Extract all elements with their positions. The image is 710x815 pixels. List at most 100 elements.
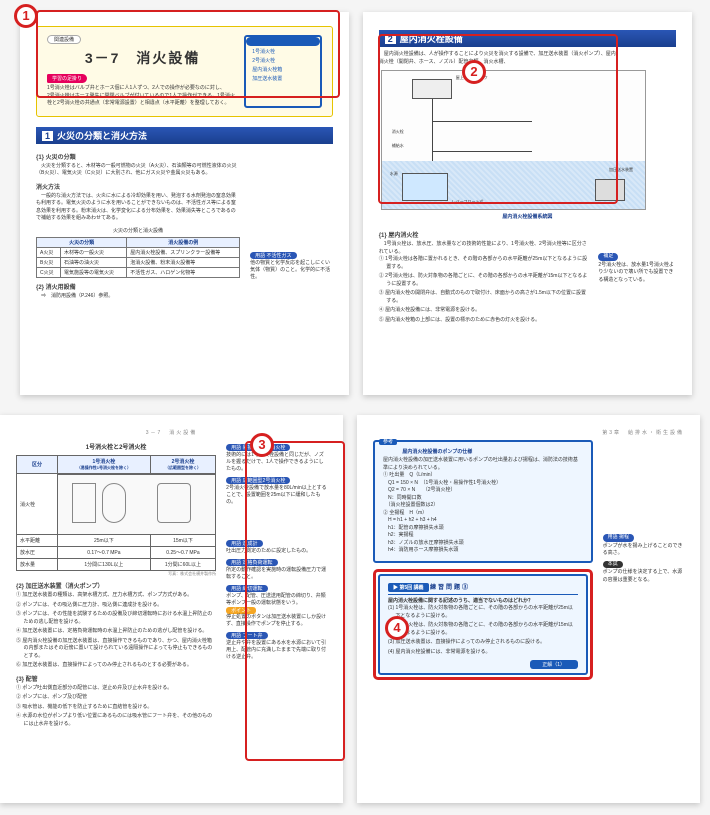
callout-2: 2 (462, 60, 486, 84)
li: ⑥ 加圧送水装置は、直接操作によってのみ停止されるものとする必要がある。 (16, 662, 216, 670)
opt: (3) 加圧送水装置は、直接操作によってのみ停止されるものに設ける。 (388, 639, 578, 647)
li: ① ポンプ吐出側直近部分の配管には、逆止め弁及び止水弁を設ける。 (16, 685, 216, 693)
callout-4: 4 (385, 616, 409, 640)
s1h3: {2} 消火用設備 (36, 282, 240, 291)
td: 1分間に60L以上 (150, 559, 215, 571)
th: 区分 (17, 456, 58, 474)
prac-title: 練習問題③ (430, 585, 470, 591)
td: 不活性ガス、ハロゲン化物等 (127, 267, 240, 277)
answer-button[interactable]: 正解（1） (530, 660, 578, 669)
td: A火災 (37, 247, 61, 257)
practice-box: ▶ 第5回 講義 練習問題③ 屋内消火栓設備に関する記述のうち、適当でないものは… (378, 574, 588, 676)
p4-hdr: 第3章 給排水・衛生設備 (373, 429, 684, 436)
li: ① 1号消火栓は各階に置かれるとき、その階の各部からの水平距離が25m以下となる… (379, 256, 589, 271)
td: 消火栓 (17, 474, 58, 535)
sec1-num: 1 (42, 131, 53, 141)
side-tag: 用語 不活性ガス (250, 252, 296, 259)
opt: (4) 屋内消火栓設備には、非常電源を設ける。 (388, 649, 578, 657)
th: 消火設備の例 (127, 237, 240, 247)
sk-l: 屋内消火栓設備の加圧送水装置に用いるポンプの吐出量および揚程は、消防法の技術基準… (383, 457, 583, 472)
sk-l: ② 全揚程 H（m） (383, 510, 583, 518)
sk-l: h4：消防用ホース摩擦損失水頭 (383, 547, 583, 555)
s1l3: ⇒ 消防用設備（P.246）参照。 (36, 293, 240, 301)
li: ⑤ 屋内消火栓箱の上部には、設置の標示のために赤色の灯火を設ける。 (379, 317, 589, 325)
td: 0.25～0.7 MPa (150, 547, 215, 559)
section-1-bar: 1 火災の分類と消火方法 (36, 127, 333, 144)
opt: (1) 1号消火栓は、防火対象物の各階ごとに、その階の各部からの水平距離が25m… (388, 605, 578, 620)
li: ① 加圧送水装置の種類は、高架水槽方式、圧力水槽方式、ポンプ方式がある。 (16, 592, 216, 600)
sk-l: H = h1 + h2 + h3 + h4 (383, 517, 583, 525)
prac-badge: ▶ 第5回 講義 (388, 583, 429, 592)
sk-l: h1：配管の摩擦損失水頭 (383, 525, 583, 533)
s1b1: 火災を分類すると、木材等の一般可燃物の火災（A火災）、石油類等の可燃性液体の火災… (36, 163, 240, 178)
side-tag4b: 本試 (603, 561, 623, 569)
s2b1: 1号消火栓は、放水圧、放水量などの技術的性能により、1号消火栓、2号消火栓等に区… (379, 241, 589, 256)
tbl-cap: 火災の分類と消火設備 (36, 227, 240, 234)
s1b2: 一般的な消火方法では、火炎に水による冷却効果を用い、発泡する水剤発泡の窒息効果も… (36, 193, 240, 223)
li: ④ 水源の水位がポンプより低い位置にあるものには吸水管にフート弁を、その他のもの… (16, 713, 216, 728)
highlight-box-1 (36, 10, 340, 98)
spec-table: 区分 1号消火栓（易操作性1号消火栓を除く） 2号消火栓（広範囲型を除く） 消火… (16, 455, 216, 571)
opt: (2) 2号消火栓は、防火対象物の各階ごとに、その階の各部からの水平距離が15m… (388, 622, 578, 637)
li: ④ 加圧送水装置には、定格負荷運転時の水温上昇防止のための逃がし配管を設ける。 (16, 628, 216, 636)
li: ③ 屋内消火栓の開閉弁は、自動式のもので取付け、床面からの高さが1.5m以下の位… (379, 290, 589, 305)
td: 1分間に130L以上 (57, 559, 150, 571)
td: 15m以下 (150, 535, 215, 547)
callout-1: 1 (14, 4, 38, 28)
sankou-tab: 参考 (379, 439, 397, 445)
sk-l: h3：ノズルの放水圧摩擦損失水頭 (383, 540, 583, 548)
classification-table: 火災の分類消火設備の例 A火災木材等の一般火災屋内消火栓設備、スプリンクラー設備… (36, 237, 240, 278)
diag-caption: 屋内消火栓設備系統図 (379, 213, 676, 220)
td: 放水量 (17, 559, 58, 571)
td: 電気施設等の電気火災 (60, 267, 126, 277)
li: ③ 吸水管は、機能の低下を防止するために直結管を設ける。 (16, 704, 216, 712)
td: 屋内消火栓設備、スプリンクラー設備等 (127, 247, 240, 257)
td: 25m以下 (57, 535, 150, 547)
highlight-box-3 (245, 441, 345, 761)
sankou-box: 参考 屋内消火栓設備のポンプの仕様 屋内消火栓設備の加圧送水装置に用いるポンプの… (373, 440, 593, 563)
td: C火災 (37, 267, 61, 277)
td: 石油等の油火災 (60, 257, 126, 267)
sec1-title: 火災の分類と消火方法 (57, 131, 147, 141)
td: 放水圧 (17, 547, 58, 559)
callout-3: 3 (250, 433, 274, 457)
li: ③ ポンプには、その性能を試験するための設備及び締切運転時における水温上昇防止の… (16, 611, 216, 626)
sk-l: Q2 = 70 × N （2号消火栓） (383, 487, 583, 495)
th: 火災の分類 (37, 237, 127, 247)
li: ④ 屋内消火栓設備には、非常電源を設ける。 (379, 307, 589, 315)
sk-l: Q1 = 150 × N （1号消火栓・易操作性1号消火栓） (383, 480, 583, 488)
prac-q: 屋内消火栓設備に関する記述のうち、適当でないものはどれか？ (388, 598, 578, 606)
side-tag4a: 用語 揚程 (603, 534, 634, 542)
td: B火災 (37, 257, 61, 267)
p3-subtitle: 1号消火栓と2号消火栓 (16, 442, 216, 451)
sk-l: h2：実揚程 (383, 532, 583, 540)
s1h2: 消火方法 (36, 182, 240, 191)
side-body: 他の物質と化学反応を起こしにくい気体（物質）のこと。化学的に不活性。 (250, 260, 333, 281)
p3-hdr: 3－7 消火設備 (16, 429, 327, 436)
li: ② 2号消火栓は、防火対象物の各階ごとに、その階の各部からの水平距離が15m以下… (379, 273, 589, 288)
li: ⑤ 屋内消火栓設備の加圧送水装置は、直接操作できるものであり、かつ、屋内消火栓箱… (16, 638, 216, 661)
td: 木材等の一般火災 (60, 247, 126, 257)
side-b4b: ポンプの仕様を決定する上で、水源の容量は重要となる。 (603, 569, 684, 584)
s3h1: {2} 加圧送水装置（消火ポンプ） (16, 581, 216, 590)
thsub: （広範囲型を除く） (165, 465, 201, 470)
li: ② ポンプには、ポンプ及び配管 (16, 694, 216, 702)
s3h2: {3} 配管 (16, 674, 216, 683)
sk-l: ① 吐出量 Q（L/min） (383, 472, 583, 480)
li: ② ポンプには、その吸込側に圧力計、吸込側に連成計を設ける。 (16, 602, 216, 610)
s1h: {1} 火災の分類 (36, 152, 240, 161)
photo-credit: 写真：株式会社横井製作所 (16, 571, 216, 577)
page-4: 第3章 給排水・衛生設備 参考 屋内消火栓設備のポンプの仕様 屋内消火栓設備の加… (357, 415, 700, 803)
side-tag2: 補足 (598, 253, 618, 261)
side-body2: 2号消火栓は、放水量1号消火栓より少ないので壊い所でも設置できる構造となっている… (598, 262, 676, 285)
s2h: {1} 屋内消火栓 (379, 230, 589, 239)
spread-2: 3－7 消火設備 1号消火栓と2号消火栓 区分 1号消火栓（易操作性1号消火栓を… (0, 415, 700, 803)
sankou-title: 屋内消火栓設備のポンプの仕様 (402, 449, 472, 455)
td: 水平距離 (17, 535, 58, 547)
td: 泡消火設備、粉末消火設備等 (127, 257, 240, 267)
side-b4a: ポンプが水を揚み上げることのできる高さ。 (603, 543, 684, 558)
sk-l: （消火栓設置個数は2） (383, 502, 583, 510)
thsub: （易操作性1号消火栓を除く） (77, 465, 131, 470)
highlight-box-2 (378, 34, 618, 204)
td: 0.17～0.7 MPa (57, 547, 150, 559)
